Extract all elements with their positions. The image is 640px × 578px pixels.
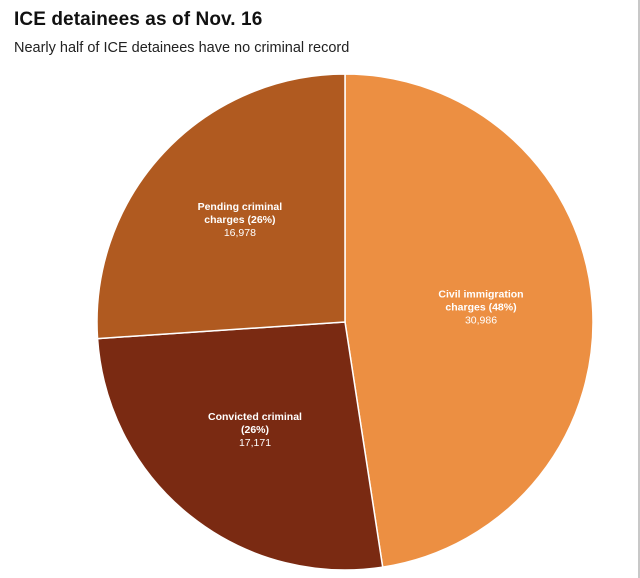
pie-slice-2 [96, 321, 384, 571]
slice-label-3: Pending criminal charges (26%) 16,978 [198, 201, 283, 239]
slice-label-2: Convicted criminal (26%) 17,171 [208, 411, 302, 449]
slice-label-line: Convicted criminal [208, 411, 302, 423]
pie-slices [96, 73, 594, 571]
chart-subtitle: Nearly half of ICE detainees have no cri… [14, 40, 350, 56]
slice-value: 16,978 [224, 227, 256, 239]
slice-label-line: (26%) [241, 424, 269, 436]
slice-label-line: Pending criminal [198, 201, 283, 213]
slice-label-line: charges (26%) [204, 214, 275, 226]
pie-slice-1 [344, 73, 594, 568]
slice-label-line: charges (48%) [445, 302, 516, 314]
slice-value: 17,171 [239, 437, 271, 449]
chart-title: ICE detainees as of Nov. 16 [14, 9, 263, 30]
slice-label-1: Civil immigration charges (48%) 30,986 [438, 289, 523, 327]
pie-slice-3 [96, 73, 346, 340]
frame-edge [638, 0, 640, 578]
slice-label-line: Civil immigration [438, 289, 523, 301]
pie-labels: Civil immigration charges (48%) 30,986 Conv… [198, 201, 524, 449]
slice-value: 30,986 [465, 315, 497, 327]
